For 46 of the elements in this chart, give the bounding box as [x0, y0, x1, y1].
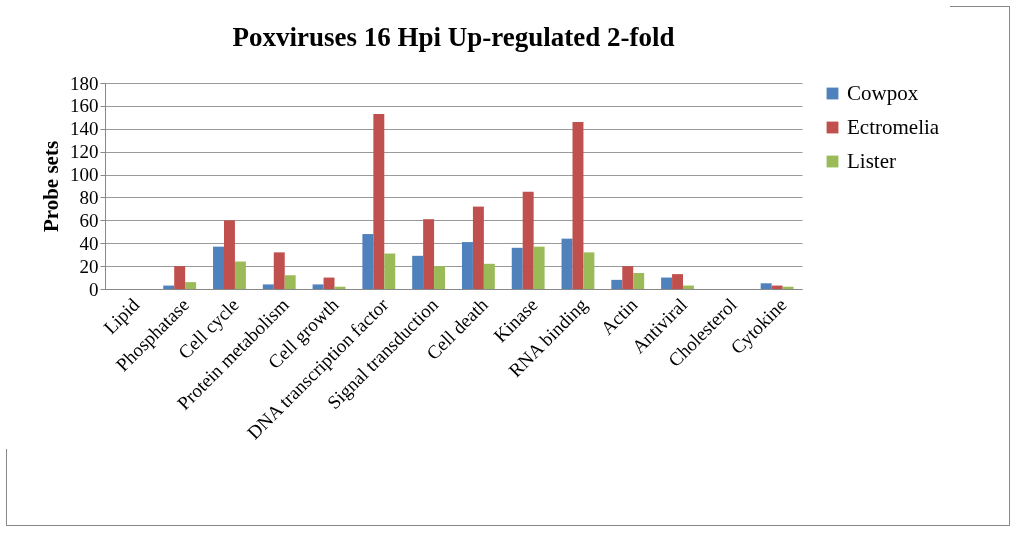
bar — [234, 261, 246, 289]
y-tick-label: 180 — [70, 72, 99, 94]
bar — [273, 252, 285, 289]
legend-label: Cowpox — [847, 80, 919, 105]
y-tick-label: 0 — [89, 278, 99, 300]
y-tick-label: 160 — [70, 95, 99, 117]
bar — [174, 266, 186, 289]
bar — [533, 246, 545, 289]
bar — [622, 266, 634, 289]
bar — [572, 121, 584, 289]
bar — [185, 282, 197, 289]
bar — [423, 219, 435, 289]
bar — [483, 263, 495, 289]
bar — [362, 234, 374, 289]
y-tick-label: 40 — [79, 232, 99, 254]
bar — [583, 252, 595, 289]
bar — [373, 113, 385, 289]
bar — [472, 206, 484, 289]
y-tick-label: 100 — [70, 164, 99, 186]
y-tick-label: 60 — [79, 209, 99, 231]
bar — [384, 253, 396, 289]
bar — [213, 246, 224, 289]
bar — [611, 279, 623, 289]
bar — [760, 283, 772, 289]
y-axis-title: Probe sets — [39, 140, 63, 233]
legend-label: Ectromelia — [847, 114, 940, 139]
bar — [323, 277, 335, 289]
bar — [511, 247, 523, 289]
bar — [412, 255, 424, 289]
y-tick-label: 140 — [70, 118, 99, 140]
y-tick-label: 120 — [70, 141, 99, 163]
bar — [284, 275, 296, 289]
bar — [312, 284, 324, 289]
y-tick-label: 20 — [79, 255, 99, 277]
legend-label: Lister — [847, 148, 896, 173]
bar — [262, 284, 274, 289]
y-tick-label: 80 — [79, 186, 99, 208]
bar — [672, 274, 684, 289]
bar — [633, 272, 645, 289]
bar — [223, 220, 235, 289]
bar — [461, 242, 473, 289]
bar — [661, 277, 673, 289]
chart-title: Poxviruses 16 Hpi Up-regulated 2-fold — [232, 22, 675, 52]
bar — [522, 191, 534, 289]
bar — [561, 238, 573, 289]
bar — [434, 266, 446, 289]
